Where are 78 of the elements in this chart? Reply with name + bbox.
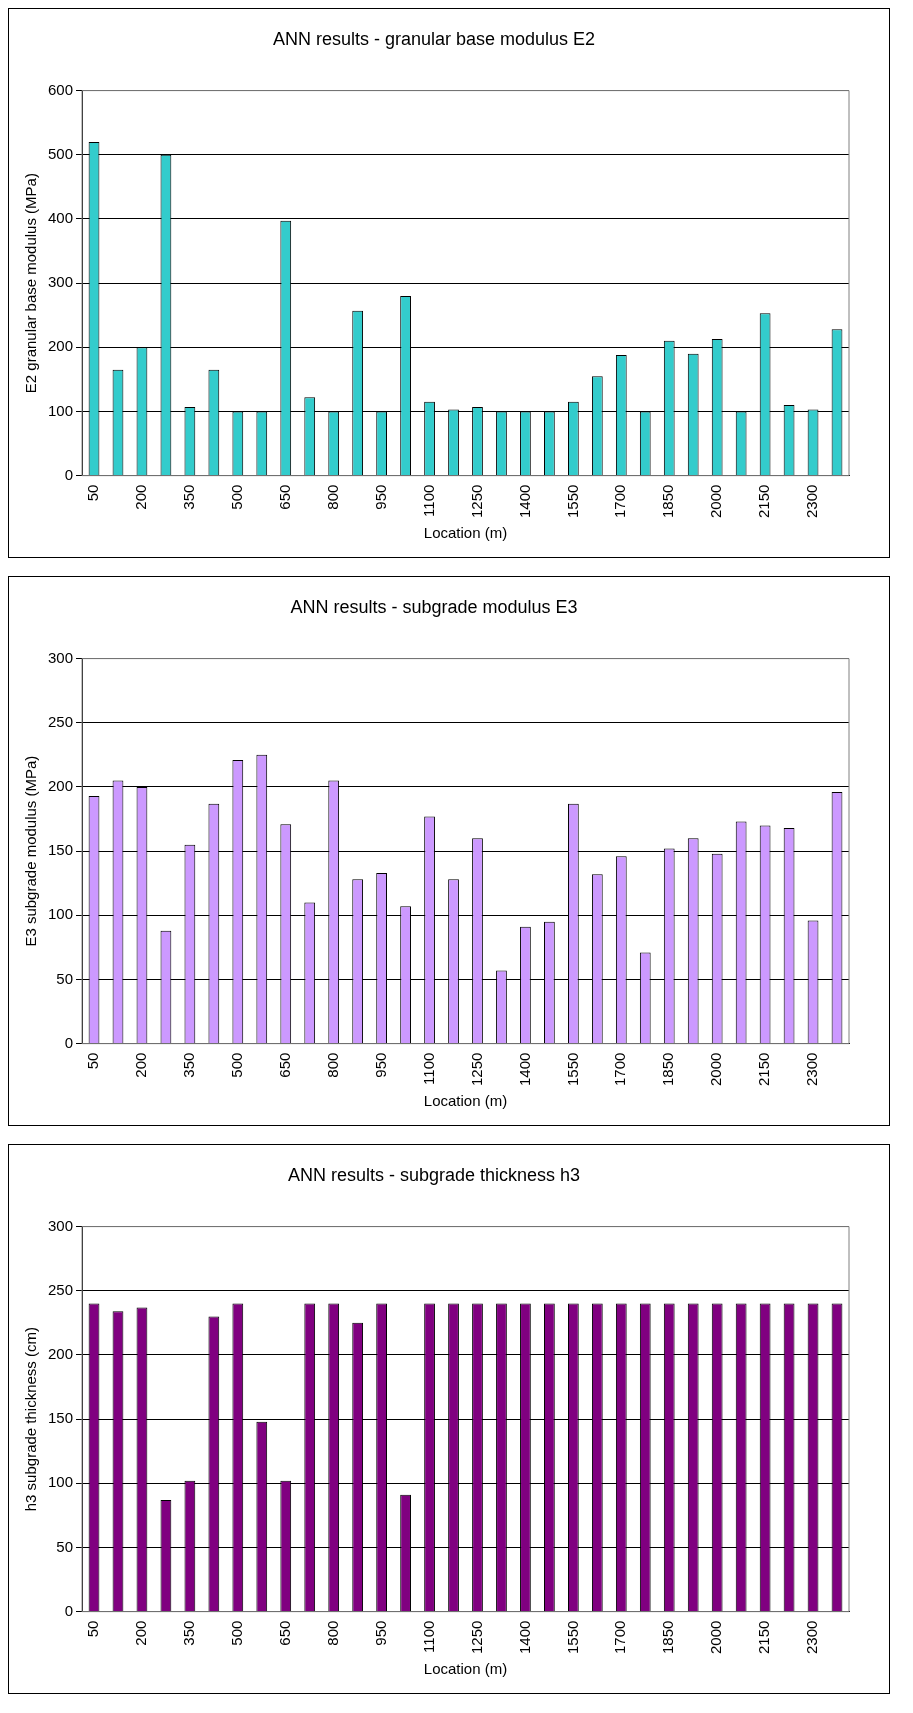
y-axis-title: E3 subgrade modulus (MPa) bbox=[22, 755, 40, 947]
x-tick-label: 2150 bbox=[755, 1052, 773, 1087]
y-tick-label: 100 bbox=[48, 401, 74, 419]
y-tick-label: 300 bbox=[48, 648, 74, 666]
y-tick-label: 500 bbox=[48, 144, 74, 162]
y-tick-label: 250 bbox=[48, 712, 74, 730]
x-tick-label: 950 bbox=[371, 1052, 389, 1078]
y-axis-title: h3 subgrade thickness (cm) bbox=[22, 1326, 40, 1512]
x-tick-label: 1250 bbox=[467, 1052, 485, 1087]
x-tick-label: 350 bbox=[180, 1620, 198, 1646]
x-tick-label: 1700 bbox=[611, 1620, 629, 1655]
x-tick-label: 1100 bbox=[419, 484, 437, 517]
x-tick-label: 1850 bbox=[659, 1620, 677, 1655]
x-tick-label: 1250 bbox=[467, 1620, 485, 1655]
x-tick-label: 350 bbox=[180, 484, 198, 510]
x-axis-title: Location (m) bbox=[423, 1660, 508, 1678]
y-tick-label: 50 bbox=[56, 1537, 74, 1555]
x-tick-label: 1550 bbox=[563, 484, 581, 519]
x-tick-label: 1700 bbox=[611, 1052, 629, 1087]
y-tick-label: 200 bbox=[48, 337, 74, 355]
y-tick-label: 300 bbox=[48, 273, 74, 291]
x-tick-label: 1700 bbox=[611, 484, 629, 519]
x-tick-label: 1100 bbox=[419, 1620, 437, 1653]
x-tick-label: 1850 bbox=[659, 1052, 677, 1087]
x-tick-label: 2300 bbox=[803, 484, 821, 519]
x-tick-label: 200 bbox=[132, 1620, 150, 1646]
x-tick-label: 500 bbox=[227, 484, 245, 510]
x-tick-label: 50 bbox=[84, 1620, 102, 1638]
y-tick-label: 0 bbox=[64, 1033, 74, 1051]
y-tick-label: 100 bbox=[48, 1473, 74, 1491]
x-tick-label: 1400 bbox=[515, 484, 533, 519]
x-tick-label: 200 bbox=[132, 484, 150, 510]
x-tick-label: 950 bbox=[371, 484, 389, 510]
y-tick-label: 200 bbox=[48, 1345, 74, 1363]
x-tick-label: 800 bbox=[323, 484, 341, 510]
x-tick-label: 800 bbox=[323, 1620, 341, 1646]
chart-title: ANN results - subgrade modulus E3 bbox=[290, 596, 578, 617]
x-tick-label: 1100 bbox=[419, 1052, 437, 1085]
x-tick-label: 1400 bbox=[515, 1620, 533, 1655]
y-tick-label: 0 bbox=[64, 1601, 74, 1619]
x-tick-label: 950 bbox=[371, 1620, 389, 1646]
x-tick-label: 1400 bbox=[515, 1052, 533, 1087]
x-tick-label: 200 bbox=[132, 1052, 150, 1078]
x-axis-title: Location (m) bbox=[423, 1092, 508, 1110]
y-tick-label: 250 bbox=[48, 1280, 74, 1298]
x-tick-label: 50 bbox=[84, 1052, 102, 1070]
y-tick-label: 150 bbox=[48, 1409, 74, 1427]
x-tick-label: 500 bbox=[227, 1620, 245, 1646]
y-axis-title: E2 granular base modulus (MPa) bbox=[22, 173, 40, 394]
x-tick-label: 650 bbox=[275, 1620, 293, 1646]
x-tick-label: 500 bbox=[227, 1052, 245, 1078]
y-tick-label: 150 bbox=[48, 841, 74, 859]
x-axis-title: Location (m) bbox=[423, 524, 508, 542]
y-tick-label: 600 bbox=[48, 80, 74, 98]
y-tick-label: 400 bbox=[48, 209, 74, 227]
x-tick-label: 2000 bbox=[707, 1620, 725, 1655]
x-tick-label: 1550 bbox=[563, 1620, 581, 1655]
x-tick-label: 2150 bbox=[755, 484, 773, 519]
x-tick-label: 50 bbox=[84, 484, 102, 502]
y-tick-label: 300 bbox=[48, 1216, 74, 1234]
x-tick-label: 350 bbox=[180, 1052, 198, 1078]
x-tick-label: 2150 bbox=[755, 1620, 773, 1655]
y-tick-label: 100 bbox=[48, 905, 74, 923]
x-tick-label: 2300 bbox=[803, 1620, 821, 1655]
x-tick-label: 2300 bbox=[803, 1052, 821, 1087]
x-tick-label: 800 bbox=[323, 1052, 341, 1078]
x-tick-label: 650 bbox=[275, 484, 293, 510]
chart-title: ANN results - subgrade thickness h3 bbox=[287, 1164, 581, 1185]
x-tick-label: 1850 bbox=[659, 484, 677, 519]
y-tick-label: 0 bbox=[64, 465, 74, 483]
chart-title: ANN results - granular base modulus E2 bbox=[272, 28, 596, 49]
y-tick-label: 50 bbox=[56, 969, 74, 987]
x-tick-label: 2000 bbox=[707, 1052, 725, 1087]
x-tick-label: 1550 bbox=[563, 1052, 581, 1087]
y-tick-label: 200 bbox=[48, 777, 74, 795]
x-tick-label: 650 bbox=[275, 1052, 293, 1078]
x-tick-label: 1250 bbox=[467, 484, 485, 519]
x-tick-label: 2000 bbox=[707, 484, 725, 519]
